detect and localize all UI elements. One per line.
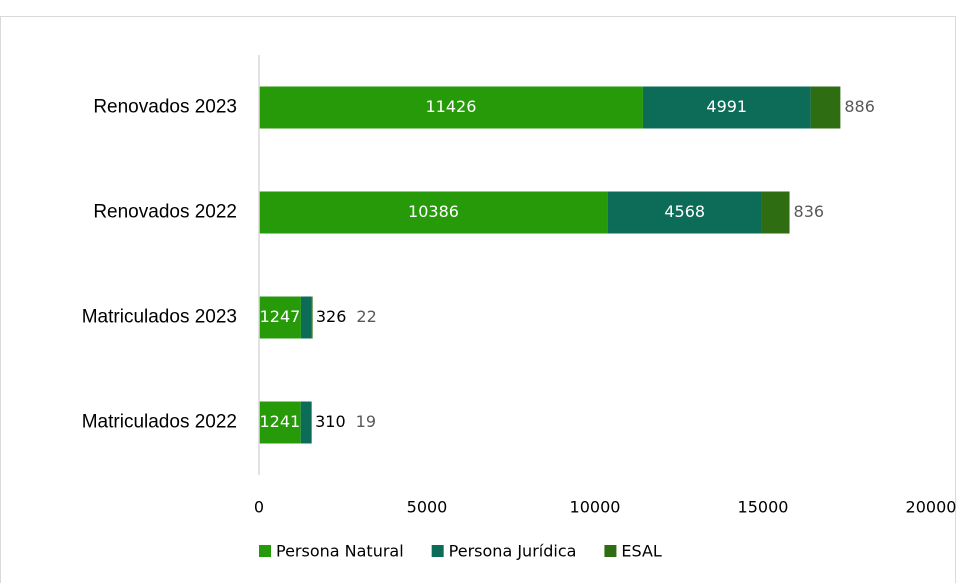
bar-segment	[311, 296, 313, 339]
data-label: 4991	[706, 97, 747, 116]
bar-segment	[761, 191, 790, 234]
legend-label: Persona Jurídica	[449, 542, 577, 561]
bar-segment	[259, 401, 301, 444]
bar-segment	[311, 401, 312, 444]
data-label: 10386	[408, 202, 459, 221]
data-label: 326	[316, 307, 347, 326]
bar-segment	[810, 86, 841, 129]
bar-segment	[259, 296, 301, 339]
bar-segment	[607, 191, 762, 234]
y-tick-label: Matriculados 2022	[82, 412, 237, 433]
data-label: 1247	[260, 307, 301, 326]
data-label: 4568	[664, 202, 705, 221]
y-tick-label: Renovados 2022	[93, 202, 237, 223]
legend-swatch	[259, 545, 271, 557]
x-tick-label: 15000	[738, 498, 789, 517]
x-tick-label: 5000	[407, 498, 448, 517]
y-tick-label: Matriculados 2023	[82, 307, 237, 328]
bar-segment	[300, 296, 312, 339]
x-tick-label: 10000	[570, 498, 621, 517]
legend-swatch	[431, 545, 444, 557]
data-label: 310	[315, 412, 346, 431]
bar-segment	[259, 86, 643, 129]
bar-segment	[300, 401, 312, 444]
data-label: 886	[844, 97, 875, 116]
data-label: 836	[794, 202, 825, 221]
legend-swatch	[604, 545, 617, 557]
legend-label: Persona Natural	[276, 542, 404, 561]
bar-segment	[259, 191, 608, 234]
y-tick-label: Renovados 2023	[93, 97, 237, 118]
bar-segment	[642, 86, 811, 129]
data-label: 1241	[259, 412, 300, 431]
data-label: 19	[356, 412, 376, 431]
x-tick-label: 0	[254, 498, 264, 517]
x-tick-label: 20000	[906, 498, 956, 517]
data-label: 11426	[426, 97, 477, 116]
data-label: 22	[356, 307, 376, 326]
legend-label: ESAL	[621, 542, 662, 561]
